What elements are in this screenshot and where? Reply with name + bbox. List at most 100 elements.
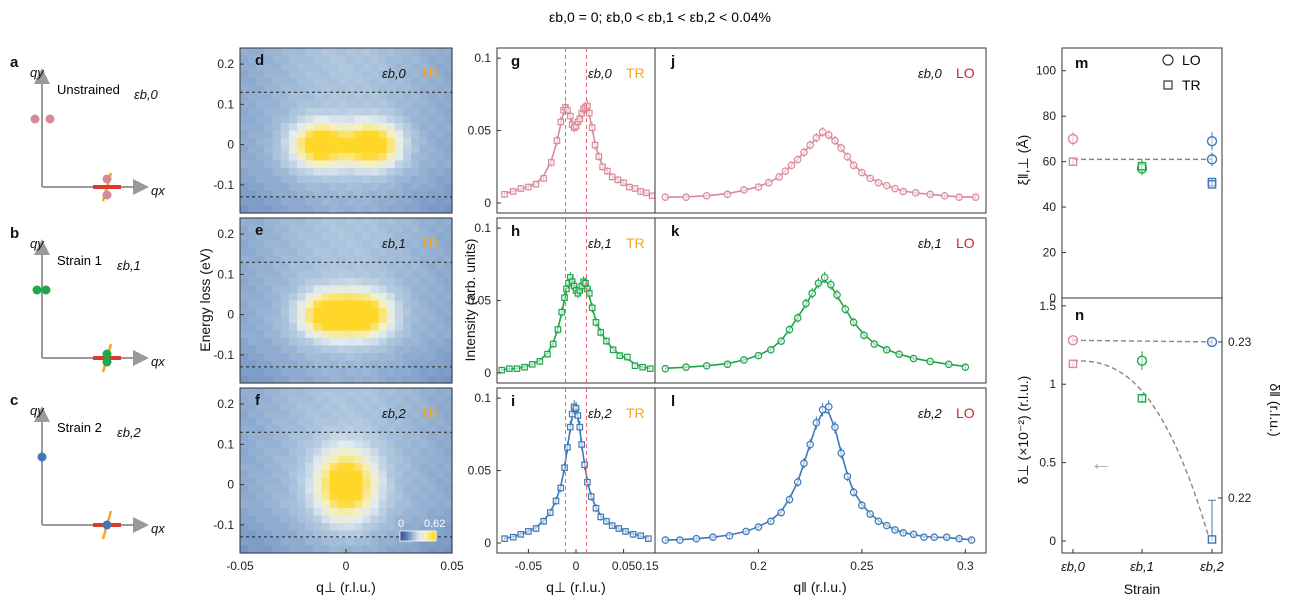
heatmap-cell (305, 270, 314, 279)
heatmap-cell (240, 455, 249, 464)
heatmap-cell (362, 55, 372, 64)
heatmap-cell (256, 93, 266, 102)
heatmap-cell (305, 100, 314, 109)
heatmap-cell (264, 448, 274, 457)
heatmap-cell (248, 538, 257, 547)
heatmap-cell (280, 63, 290, 72)
heatmap-cell (378, 63, 388, 72)
heatmap-cell (313, 463, 323, 472)
heatmap-cell (240, 225, 249, 234)
heatmap-cell (256, 463, 266, 472)
figure-header: εb,0 = 0; εb,0 < εb,1 < εb,2 < 0.04% (549, 9, 771, 25)
heatmap-cell (240, 278, 249, 287)
heatmap-cell (256, 153, 266, 162)
heatmap-cell (264, 248, 274, 257)
heatmap-cell (256, 330, 266, 339)
heatmap-cell (240, 138, 249, 147)
heatmap-cell (321, 440, 331, 449)
heatmap-cell (411, 353, 420, 362)
data-point (841, 305, 850, 314)
heatmap-cell (337, 160, 347, 169)
heatmap-cell (346, 190, 355, 199)
heatmap-cell (321, 175, 331, 184)
heatmap-cell (435, 270, 445, 279)
heatmap-cell (256, 123, 266, 132)
y-tick-label: 60 (1043, 155, 1057, 169)
heatmap-cell (386, 455, 396, 464)
heatmap-cell (435, 448, 445, 457)
heatmap-cell (280, 375, 290, 384)
heatmap-cell (305, 530, 314, 539)
heatmap-cell (313, 448, 323, 457)
heatmap-cell (378, 433, 388, 442)
heatmap-cell (427, 285, 437, 294)
heatmap-cell (288, 285, 298, 294)
heatmap-cell (394, 323, 404, 332)
heatmap-cell (288, 315, 298, 324)
heatmap-cell (435, 255, 445, 264)
heatmap-cell (256, 375, 266, 384)
heatmap-cell (240, 485, 249, 494)
heatmap-cell (403, 225, 412, 234)
heatmap-cell (354, 515, 363, 524)
heatmap-cell (329, 255, 339, 264)
data-point (1207, 180, 1217, 189)
heatmap-cell (321, 478, 331, 487)
heatmap-cell (370, 138, 380, 147)
heatmap-cell (435, 353, 445, 362)
heatmap-cell (362, 448, 372, 457)
heatmap-cell (346, 485, 355, 494)
heatmap-cell (362, 418, 372, 427)
heatmap-cell (411, 138, 420, 147)
heatmap-cell (394, 330, 404, 339)
heatmap-cell (264, 515, 274, 524)
heatmap-cell (419, 263, 429, 272)
heatmap-cell (329, 538, 339, 547)
heatmap-cell (394, 403, 404, 412)
heatmap-cell (337, 285, 347, 294)
heatmap-cell (362, 425, 372, 434)
heatmap-cell (272, 70, 282, 79)
heatmap-cell (297, 353, 306, 362)
heatmap-cell (321, 48, 331, 57)
data-point (812, 134, 821, 142)
heatmap-cell (443, 345, 453, 354)
heatmap-cell (288, 463, 298, 472)
heatmap-cell (394, 130, 404, 139)
heatmap-cell (256, 183, 266, 192)
heatmap-cell (297, 153, 306, 162)
heatmap-cell (370, 190, 380, 199)
heatmap-cell (354, 395, 363, 404)
heatmap-cell (411, 455, 420, 464)
heatmap-cell (256, 145, 266, 154)
data-point (971, 193, 980, 202)
heatmap-cell (394, 100, 404, 109)
heatmap-cell (419, 395, 429, 404)
heatmap-cell (272, 418, 282, 427)
heatmap-cell (427, 100, 437, 109)
heatmap-cell (248, 463, 257, 472)
heatmap-cell (435, 338, 445, 347)
data-point (592, 504, 600, 512)
heatmap-cell (427, 175, 437, 184)
heatmap-cell (288, 153, 298, 162)
heatmap-cell (435, 455, 445, 464)
heatmap-cell (370, 418, 380, 427)
data-point (767, 517, 775, 526)
heatmap-cell (419, 293, 429, 302)
heatmap-cell (427, 278, 437, 287)
heatmap-cell (370, 293, 380, 302)
heatmap-cell (346, 263, 355, 272)
heatmap-cell (403, 403, 412, 412)
data-point (899, 529, 908, 537)
heatmap-cell (280, 108, 290, 117)
heatmap-cell (435, 395, 445, 404)
heatmap-cell (435, 425, 445, 434)
heatmap-cell (256, 353, 266, 362)
heatmap-cell (305, 293, 314, 302)
heatmap-cell (403, 63, 412, 72)
heatmap-cell (313, 300, 323, 309)
heatmap-cell (386, 285, 396, 294)
heatmap-cell (346, 130, 355, 139)
heatmap-cell (256, 175, 266, 184)
